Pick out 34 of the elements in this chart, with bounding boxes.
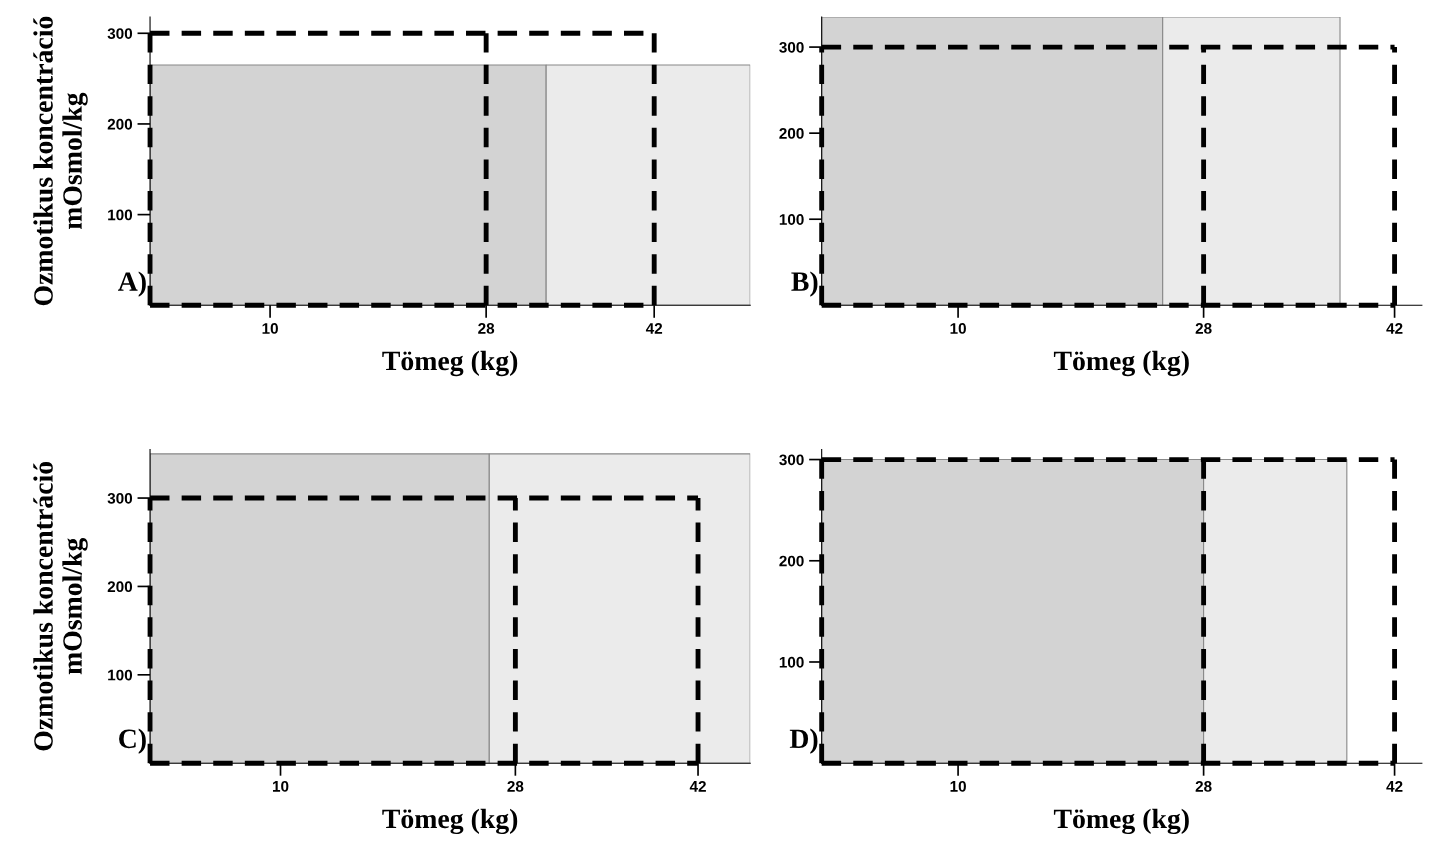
y-tick-label: 300	[779, 454, 804, 466]
y-tick-label: 200	[107, 118, 133, 130]
y-axis-title: Ozmotikus koncentráció mOsmol/kg	[33, 461, 88, 751]
y-tick-label: 100	[108, 669, 133, 681]
y-tick-label: 200	[107, 581, 133, 593]
text: D)	[789, 728, 818, 754]
x-tick-label: 28	[478, 323, 495, 334]
x-tick-label: 42	[689, 780, 706, 792]
text: C)	[119, 728, 146, 754]
y-axis-title: Ozmotikus koncentráció mOsmol/kg	[33, 16, 88, 306]
text: A)	[118, 271, 146, 297]
x-axis-title: Tömeg (kg)	[1053, 350, 1189, 377]
x-tick-label: 42	[1386, 780, 1403, 792]
x-axis-title: Tömeg (kg)	[1053, 808, 1189, 835]
x-tick-label: 28	[1195, 780, 1212, 792]
x-axis-title: Tömeg (kg)	[382, 808, 518, 835]
x-tick-label: 42	[1386, 323, 1403, 334]
y-tick-label: 300	[779, 41, 804, 53]
x-axis-title: Tömeg (kg)	[382, 350, 518, 377]
x-tick-label: 10	[950, 323, 966, 334]
y-tick-label: 300	[107, 28, 133, 39]
y-tick-label: 300	[107, 492, 133, 504]
x-tick-label: 28	[1195, 323, 1212, 334]
y-tick-label: 100	[779, 656, 804, 668]
x-tick-label: 10	[272, 780, 289, 792]
text: B)	[791, 271, 818, 297]
x-tick-label: 42	[645, 323, 663, 334]
x-tick-label: 10	[950, 780, 966, 792]
y-tick-label: 200	[779, 555, 804, 567]
x-tick-label: 28	[507, 780, 524, 792]
y-tick-label: 200	[779, 128, 804, 139]
x-tick-label: 10	[262, 323, 278, 334]
y-tick-label: 100	[108, 209, 133, 221]
y-tick-label: 100	[779, 214, 804, 225]
